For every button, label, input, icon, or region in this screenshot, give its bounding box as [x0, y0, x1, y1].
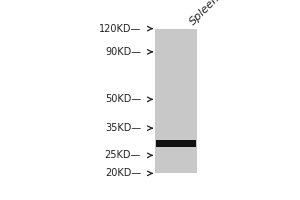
Text: 50KD—: 50KD— — [105, 94, 141, 104]
Bar — [156, 140, 196, 147]
Text: 20KD—: 20KD— — [105, 168, 141, 178]
Text: Spleen: Spleen — [188, 0, 221, 27]
Bar — [155, 29, 197, 173]
Text: 25KD—: 25KD— — [105, 150, 141, 160]
Text: 120KD—: 120KD— — [99, 24, 141, 34]
Text: 90KD—: 90KD— — [105, 47, 141, 57]
Text: 35KD—: 35KD— — [105, 123, 141, 133]
